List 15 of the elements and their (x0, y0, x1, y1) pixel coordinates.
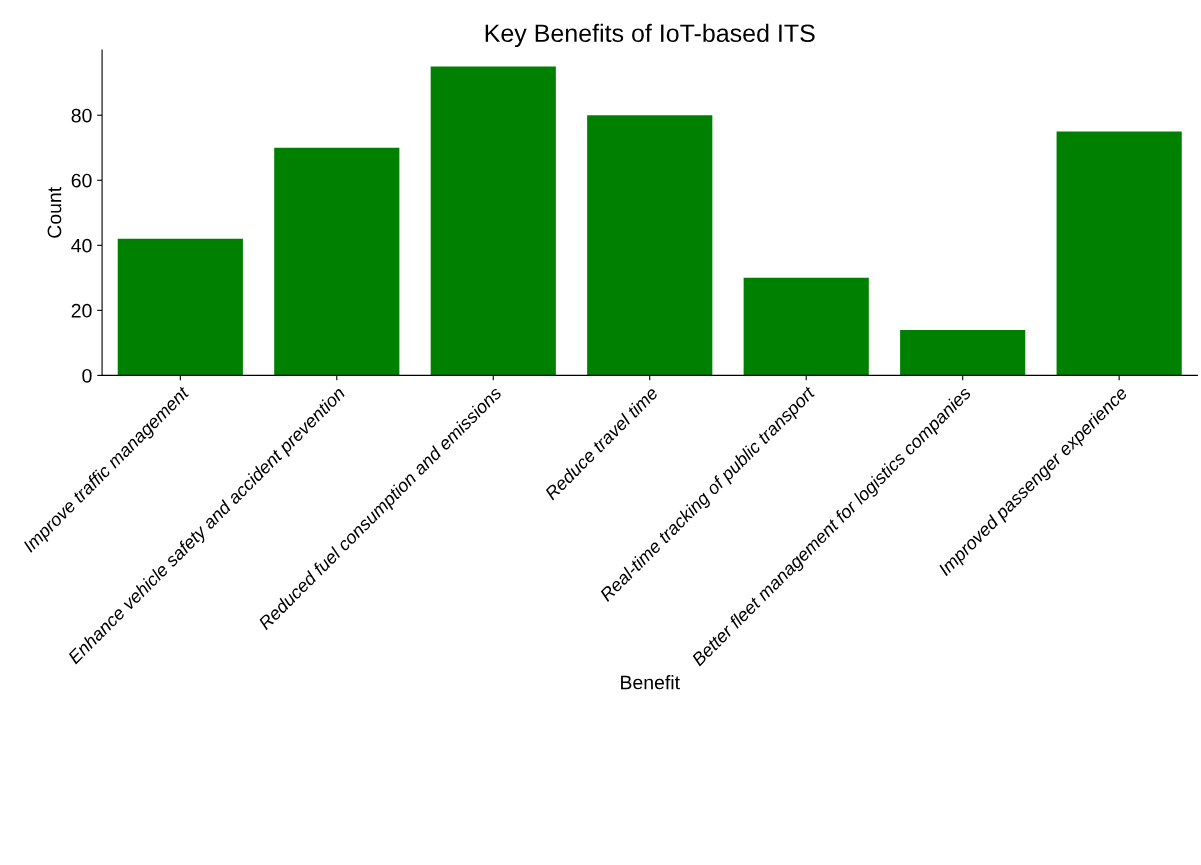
y-tick-label: 60 (71, 173, 92, 188)
bar (430, 66, 556, 376)
bar (274, 147, 400, 376)
bar (1056, 131, 1182, 376)
bar (117, 238, 243, 376)
bar (587, 115, 713, 376)
y-axis-title: Count (47, 186, 62, 238)
y-tick-label: 80 (71, 108, 92, 123)
bar (900, 329, 1026, 376)
y-tick-label: 0 (82, 368, 92, 383)
x-axis-title: Benefit (621, 675, 680, 690)
y-tick-label: 20 (71, 303, 92, 318)
y-tick-label: 40 (71, 238, 92, 253)
chart-title: Key Benefits of IoT-based ITS (485, 23, 815, 48)
bar (743, 277, 869, 376)
